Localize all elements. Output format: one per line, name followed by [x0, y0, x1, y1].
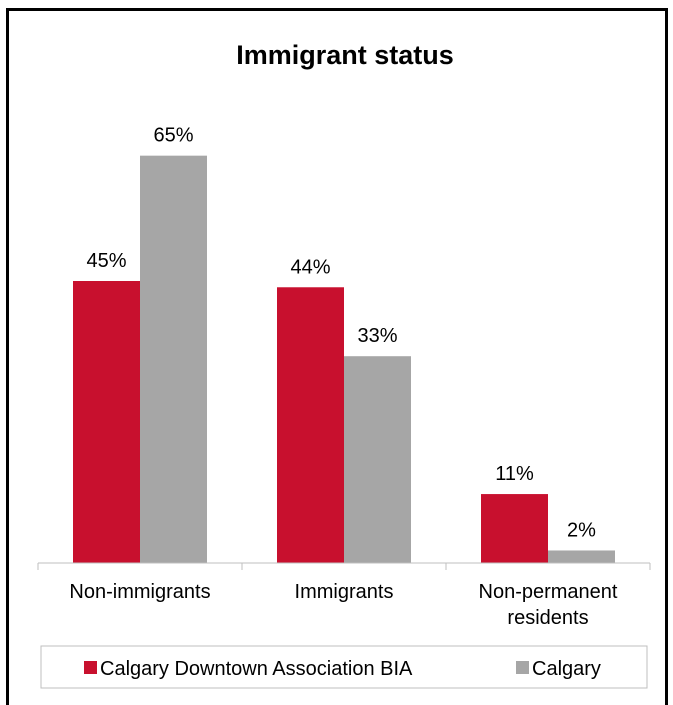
bar-non-immigrants-calgary	[140, 155, 207, 563]
bar-immigrants-calgary-downtown-association-bia	[277, 287, 344, 563]
bar-non-permanent-residents-calgary	[548, 550, 615, 563]
bar-immigrants-calgary	[344, 356, 411, 563]
legend-box	[40, 645, 648, 689]
data-labels: 45% 65% 44% 33% 11% 2%	[86, 125, 596, 542]
legend-label-calgary-downtown-bia: Calgary Downtown Association BIA	[100, 658, 413, 680]
legend-swatch-calgary-downtown-bia	[84, 661, 97, 674]
category-label-non-permanent-residents: Non-permanent residents	[479, 581, 618, 629]
data-label-non-immigrants-calgary-downtown-association-bia: 45%	[86, 250, 126, 272]
legend: Calgary Downtown Association BIA Calgary	[40, 645, 648, 689]
category-label-non-immigrants: Non-immigrants	[69, 581, 210, 603]
data-label-immigrants-calgary-downtown-association-bia: 44%	[290, 256, 330, 278]
category-label-immigrants: Immigrants	[295, 581, 394, 603]
data-label-non-permanent-residents-calgary-downtown-association-bia: 11%	[495, 463, 534, 485]
data-label-immigrants-calgary: 33%	[357, 325, 397, 347]
legend-swatch-calgary	[516, 661, 529, 674]
category-labels: Non-immigrants Immigrants Non-permanent res…	[69, 581, 618, 629]
data-label-non-immigrants-calgary: 65%	[153, 125, 193, 147]
x-axis-ticks	[37, 563, 651, 570]
legend-label-calgary: Calgary	[532, 658, 601, 680]
bar-non-permanent-residents-calgary-downtown-association-bia	[481, 494, 548, 563]
chart-title: Immigrant status	[236, 40, 454, 70]
bar-non-immigrants-calgary-downtown-association-bia	[73, 281, 140, 563]
bars	[73, 155, 615, 563]
chart-frame	[6, 8, 668, 705]
data-label-non-permanent-residents-calgary: 2%	[567, 519, 596, 541]
